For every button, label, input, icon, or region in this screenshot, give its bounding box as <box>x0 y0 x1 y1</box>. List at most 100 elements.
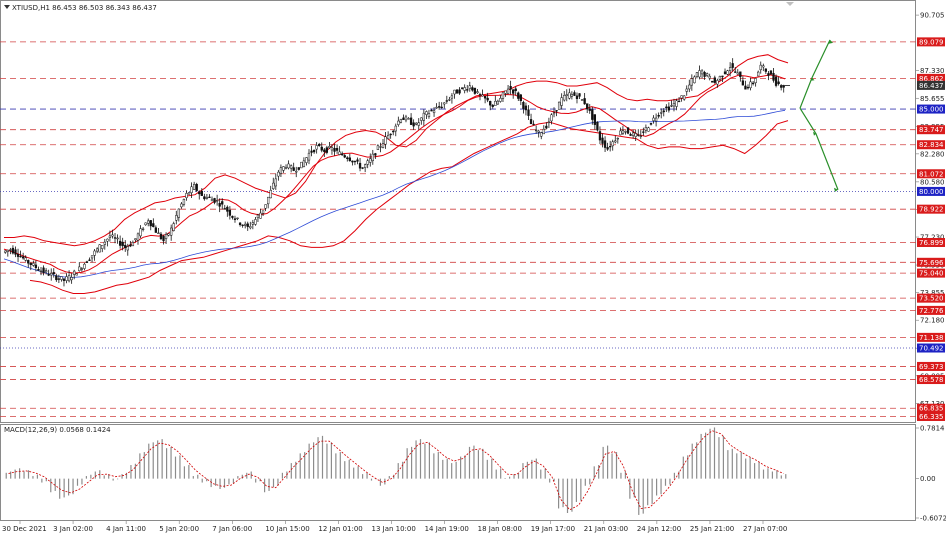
level-tag[interactable] <box>917 361 945 371</box>
candle-body <box>121 241 124 247</box>
candle-body <box>353 160 357 163</box>
candle-body <box>116 237 119 240</box>
level-tag[interactable] <box>917 37 945 47</box>
level-tag[interactable] <box>917 332 945 342</box>
candle-body <box>471 87 474 91</box>
candle-body <box>486 97 489 101</box>
candle-body <box>44 270 48 273</box>
level-tag-label: 81.072 <box>919 170 944 178</box>
level-tag[interactable] <box>917 305 945 315</box>
level-tag[interactable] <box>917 268 945 278</box>
time-tick-label: 10 Jan 15:00 <box>265 525 309 533</box>
arrow-head-up-icon <box>810 77 815 81</box>
level-tag-label: 82.834 <box>919 141 944 149</box>
price-tick-label: 77.230 <box>920 234 945 242</box>
candle-body <box>711 80 714 83</box>
candle-body <box>167 233 170 236</box>
candle-body <box>767 73 770 76</box>
candle-body <box>379 146 382 148</box>
time-axis: 30 Dec 2021 3 Jan 02:00 4 Jan 11:00 5 Jan 2… <box>2 521 787 533</box>
candle-body <box>716 80 719 85</box>
level-tag[interactable] <box>917 411 945 421</box>
level-tag[interactable] <box>917 343 945 353</box>
candle-body <box>665 106 668 109</box>
candle-body <box>351 160 354 163</box>
candle-body <box>631 132 635 136</box>
candle-body <box>527 109 530 116</box>
time-tick-label: 14 Jan 19:00 <box>425 525 469 533</box>
candle-body <box>29 262 32 265</box>
candle-body <box>672 103 676 107</box>
candle-body <box>545 125 548 129</box>
candle-body <box>366 160 369 165</box>
level-tag[interactable] <box>917 169 945 179</box>
candle-body <box>9 249 12 251</box>
level-tag[interactable] <box>917 375 945 385</box>
candle-body <box>108 235 112 238</box>
candle-body <box>190 186 193 193</box>
candle-body <box>96 248 99 252</box>
candle-body <box>11 247 15 254</box>
level-tag[interactable] <box>917 257 945 267</box>
level-tag[interactable] <box>917 204 945 214</box>
candle-body <box>254 219 257 225</box>
candle-body <box>208 196 211 199</box>
candle-body <box>200 190 203 196</box>
candle-body <box>593 114 597 125</box>
level-tag[interactable] <box>917 104 945 114</box>
candle-body <box>73 270 76 275</box>
candle-body <box>215 200 219 202</box>
candle-body <box>369 158 372 163</box>
level-tag[interactable] <box>917 237 945 247</box>
candle-body <box>647 127 650 132</box>
level-tag[interactable] <box>917 125 945 135</box>
candle-body <box>284 167 288 169</box>
shift-marker-icon[interactable] <box>786 2 794 6</box>
candle-body <box>374 153 377 156</box>
bearish-forecast-arrow[interactable] <box>799 107 839 190</box>
level-tag[interactable] <box>917 403 945 413</box>
candle-body <box>289 165 293 169</box>
candle-body <box>723 71 727 74</box>
candle-body <box>325 147 329 153</box>
candle-body <box>267 196 270 205</box>
candle-body <box>596 121 599 131</box>
candle-body <box>713 77 716 83</box>
candle-body <box>175 215 178 221</box>
macd-pane[interactable] <box>0 424 916 521</box>
time-tick-label: 27 Jan 07:00 <box>743 525 787 533</box>
time-tick-label: 7 Jan 06:00 <box>212 525 252 533</box>
candle-body <box>693 76 696 84</box>
candle-body <box>218 202 221 207</box>
candle-body <box>598 131 602 141</box>
candle-body <box>445 100 448 102</box>
level-tag-label: 66.335 <box>919 413 944 421</box>
candle-body <box>83 263 86 269</box>
level-tag[interactable] <box>917 73 945 83</box>
candle-body <box>292 167 295 171</box>
candle-body <box>547 121 551 124</box>
candle-body <box>113 237 117 239</box>
candle-body <box>642 131 645 133</box>
time-tick-label: 24 Jan 12:00 <box>637 525 681 533</box>
candle-body <box>172 223 175 231</box>
bullish-forecast-arrow[interactable] <box>799 39 831 109</box>
candle-body <box>141 228 145 231</box>
candle-body <box>563 95 566 101</box>
level-tag[interactable] <box>917 140 945 150</box>
moving-average-line <box>3 109 786 278</box>
candle-body <box>333 147 336 152</box>
candle-body <box>460 87 464 89</box>
candle-body <box>187 192 191 195</box>
candle-body <box>394 125 397 132</box>
level-tag[interactable] <box>917 186 945 196</box>
dropdown-arrow-icon[interactable] <box>4 5 10 9</box>
candle-body <box>550 114 553 122</box>
time-tick-label: 5 Jan 20:00 <box>159 525 199 533</box>
candle-body <box>552 112 556 115</box>
candle-body <box>588 108 591 111</box>
candle-body <box>75 273 78 276</box>
level-tag[interactable] <box>917 293 945 303</box>
